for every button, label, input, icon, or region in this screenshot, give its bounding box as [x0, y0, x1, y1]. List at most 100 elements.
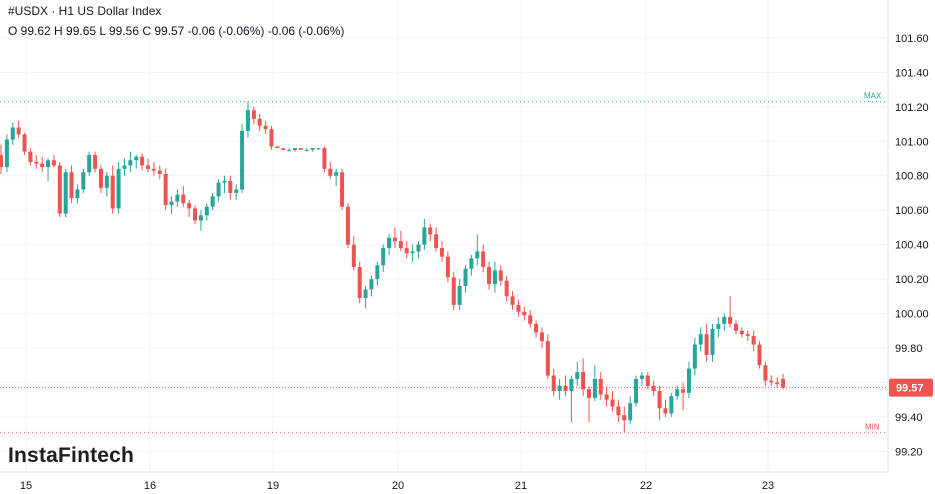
candle-body	[16, 127, 21, 135]
candle-body	[398, 241, 403, 249]
max-label: MAX	[864, 92, 882, 101]
price-tick-label: 100.20	[895, 274, 929, 286]
candle-body	[675, 389, 680, 397]
candle-body	[93, 155, 98, 169]
candle-body	[704, 334, 709, 355]
candle-body	[463, 268, 468, 286]
candle-body	[775, 382, 780, 385]
candle-body	[34, 161, 39, 164]
candle-body	[575, 372, 580, 379]
candle-body	[387, 237, 392, 249]
candle-body	[4, 139, 9, 168]
candle-body	[369, 279, 374, 290]
candle-body	[469, 258, 474, 269]
candle-body	[381, 248, 386, 266]
candle-body	[440, 248, 444, 257]
price-tick-label: 99.20	[895, 446, 923, 458]
candle-body	[351, 244, 356, 268]
candle-body	[287, 149, 292, 151]
candle-body	[87, 155, 92, 173]
candle-body	[263, 125, 268, 130]
candle-body	[46, 160, 51, 168]
price-tick-label: 101.20	[895, 102, 929, 114]
candle-body	[734, 323, 738, 331]
candle-body	[528, 315, 533, 324]
candle-body	[487, 267, 492, 285]
candle-body	[322, 148, 327, 169]
candle-body	[581, 372, 586, 390]
candle-body	[163, 173, 168, 205]
candle-body	[445, 256, 450, 278]
time-tick-label: 19	[267, 480, 279, 492]
candle-body	[428, 227, 433, 235]
candle-body	[728, 316, 733, 324]
price-tick-label: 100.80	[895, 171, 929, 183]
min-label: MIN	[865, 422, 880, 431]
candle-body	[686, 368, 691, 393]
candle-body	[781, 378, 786, 388]
candle-body	[669, 396, 674, 414]
candle-body	[198, 215, 203, 221]
candle-body	[692, 344, 697, 369]
current-price-tag: 99.57	[889, 378, 933, 397]
candle-body	[534, 323, 539, 333]
candle-body	[98, 168, 103, 188]
candle-body	[375, 265, 380, 280]
candle-body	[122, 165, 127, 169]
candle-body	[681, 389, 686, 393]
price-tick-label: 100.60	[895, 205, 929, 217]
candle-body	[57, 165, 62, 214]
time-tick-label: 15	[20, 480, 32, 492]
price-tick-label: 100.00	[895, 309, 929, 321]
candle-body	[422, 227, 427, 245]
candle-body	[10, 127, 15, 140]
candle-body	[545, 341, 550, 376]
candle-body	[722, 316, 727, 324]
candle-body	[510, 296, 515, 305]
time-tick-label: 16	[144, 480, 156, 492]
price-tag-box	[889, 378, 933, 397]
candle-body	[475, 251, 480, 259]
candle-body	[651, 385, 656, 392]
candle-body	[40, 163, 45, 168]
candle-body	[328, 168, 333, 176]
candle-body	[104, 175, 109, 188]
candle-body	[563, 385, 568, 392]
candle-body	[75, 189, 80, 199]
candle-body	[134, 156, 139, 161]
candle-body	[569, 378, 574, 392]
candle-body	[110, 175, 115, 209]
candle-body	[645, 375, 650, 386]
grid-lines	[0, 0, 888, 472]
candle-body	[710, 329, 715, 355]
candle-body	[745, 334, 750, 336]
candle-body	[763, 365, 768, 381]
candle-body	[216, 182, 221, 197]
candle-body	[128, 160, 133, 166]
price-tick-label: 100.40	[895, 240, 929, 252]
max-min-markers: MAX MIN	[0, 92, 888, 433]
candle-body	[275, 146, 280, 149]
candle-body	[451, 277, 456, 305]
candle-body	[598, 378, 603, 395]
price-tick-label: 101.00	[895, 136, 929, 148]
candle-body	[204, 206, 209, 216]
candle-body	[334, 172, 339, 176]
candle-body	[498, 270, 503, 281]
candle-body	[187, 203, 192, 209]
candle-body	[628, 403, 633, 421]
candle-body	[539, 332, 544, 342]
candle-body	[657, 391, 662, 409]
candle-body	[716, 323, 721, 330]
time-tick-label: 22	[640, 480, 652, 492]
candle-body	[340, 172, 345, 207]
candle-body	[116, 168, 121, 209]
price-tick-label: 99.80	[895, 343, 923, 355]
candle-body	[392, 237, 397, 242]
candle-body	[181, 194, 186, 204]
candle-body	[504, 280, 509, 297]
candle-body	[175, 194, 180, 202]
candle-body	[281, 148, 286, 150]
candle-body	[240, 130, 245, 190]
